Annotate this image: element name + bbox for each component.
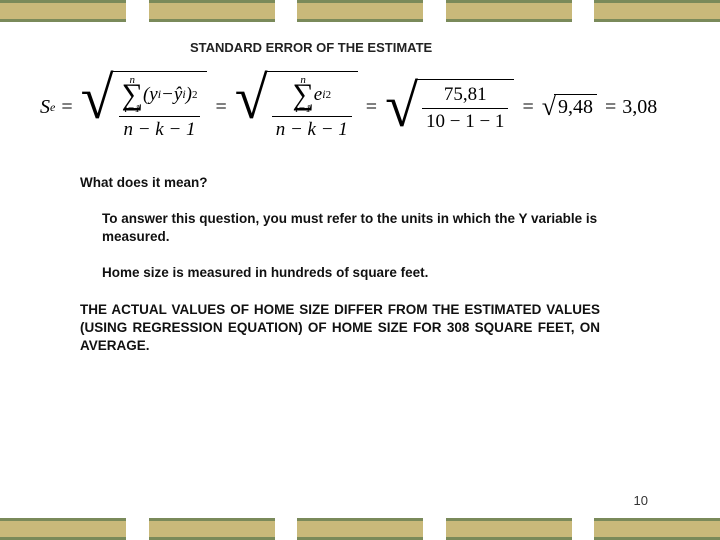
body-text: What does it mean? To answer this questi… (80, 174, 640, 356)
sum-lower: i=1 (295, 104, 311, 115)
sqrt-block-2: √ n ∑ i=1 ei2 n − k − 1 (235, 71, 358, 144)
equals-sign: = (366, 96, 377, 119)
paragraph-3: THE ACTUAL VALUES OF HOME SIZE DIFFER FR… (80, 301, 600, 356)
border-block (446, 518, 572, 540)
lhs-sub: e (50, 100, 55, 115)
denom-1: n − k − 1 (119, 116, 199, 144)
paragraph-1: To answer this question, you must refer … (102, 210, 602, 246)
border-block (297, 0, 423, 22)
border-block (297, 518, 423, 540)
page-number: 10 (634, 493, 648, 508)
border-block (0, 518, 126, 540)
minus: − (161, 83, 174, 108)
sigma-icon: ∑ (292, 86, 313, 104)
numeric-den: 10 − 1 − 1 (422, 108, 508, 136)
yhat-var: ŷ (174, 83, 182, 108)
e-var: e (314, 83, 322, 108)
paragraph-2: Home size is measured in hundreds of squ… (102, 264, 602, 282)
border-block (594, 0, 720, 22)
equals-sign: = (215, 96, 226, 119)
border-block (149, 0, 275, 22)
e-squared: 2 (326, 88, 332, 102)
question-text: What does it mean? (80, 174, 640, 192)
sqrt-block-1: √ n ∑ i=1 (yi − ŷi)2 n − k − 1 (81, 71, 208, 144)
top-border (0, 0, 720, 22)
y-var: y (149, 83, 157, 108)
slide-content: STANDARD ERROR OF THE ESTIMATE Se = √ n … (80, 40, 640, 373)
result: 3,08 (622, 96, 657, 119)
border-block (446, 0, 572, 22)
equals-sign: = (605, 96, 616, 119)
radical-icon: √ (81, 71, 114, 144)
sqrt-block-4: √ 9,48 (542, 94, 597, 120)
radical-icon: √ (235, 71, 268, 144)
numeric-num: 75,81 (440, 82, 491, 109)
equals-sign: = (522, 96, 533, 119)
formula: Se = √ n ∑ i=1 (yi − ŷi)2 n − k − 1 (40, 71, 640, 144)
border-block (0, 0, 126, 22)
sqrt-val: 9,48 (554, 94, 597, 120)
sqrt-block-3: √ 75,81 10 − 1 − 1 (385, 79, 514, 136)
slide-title: STANDARD ERROR OF THE ESTIMATE (190, 40, 640, 55)
bottom-border (0, 518, 720, 540)
denom-2: n − k − 1 (272, 116, 352, 144)
border-block (594, 518, 720, 540)
sum-lower: i=1 (124, 104, 140, 115)
border-block (149, 518, 275, 540)
sigma-icon: ∑ (122, 86, 143, 104)
lhs-var: S (40, 96, 50, 119)
equals-sign: = (61, 96, 72, 119)
radical-icon: √ (385, 79, 418, 136)
squared: 2 (192, 88, 198, 102)
